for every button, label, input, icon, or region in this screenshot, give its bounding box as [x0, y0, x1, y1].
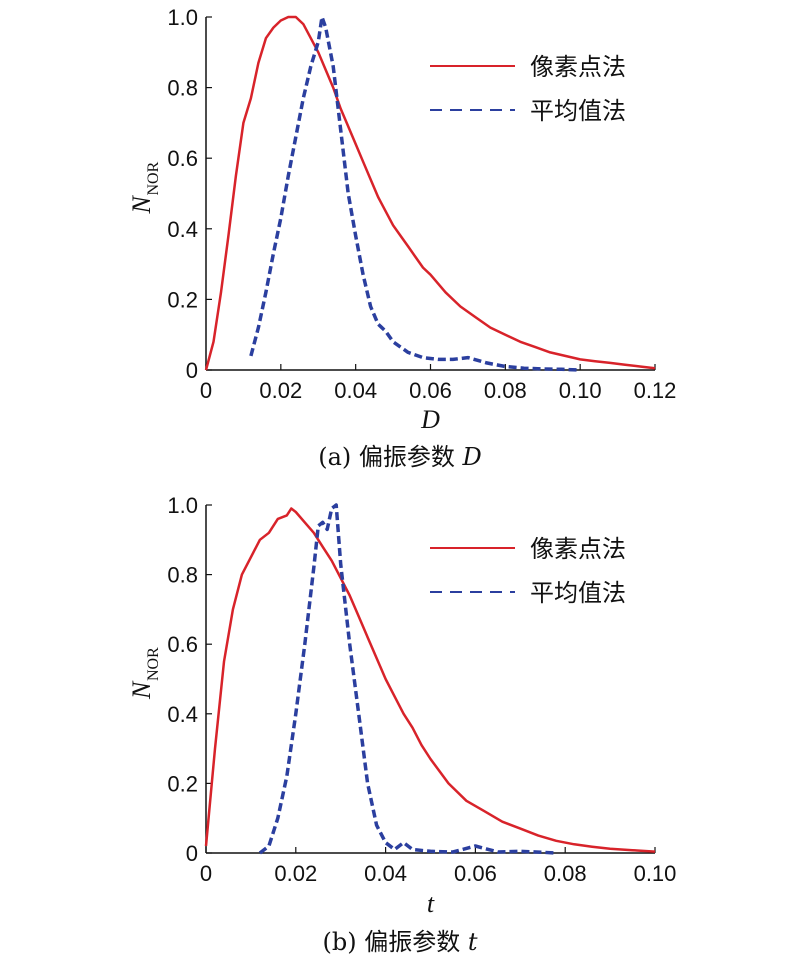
y-tick-label: 1.0 [167, 493, 198, 518]
y-axis-label-sub: NOR [145, 647, 162, 681]
series-line-pixel [204, 507, 656, 853]
series-line-mean [249, 15, 581, 372]
legend-label-pixel: 像素点法 [530, 535, 626, 563]
y-axis-label-main: N [127, 195, 156, 215]
x-tick-label: 0.10 [634, 861, 677, 886]
y-tick-label: 0.2 [167, 771, 198, 796]
y-tick-label: 0 [186, 358, 198, 383]
y-tick-label: 1.0 [167, 5, 198, 30]
x-tick-label: 0.06 [454, 861, 497, 886]
x-tick-label: 0.12 [634, 378, 677, 403]
chart-a: 0 0.02 0.04 0.06 0.08 0.10 0.12 0 0.2 0.4 0.6 0.8 1.… [127, 5, 677, 471]
y-tick-label: 0.6 [167, 632, 198, 657]
x-tick-label: 0.02 [274, 861, 317, 886]
x-axis-label: t [427, 889, 435, 918]
y-axis-label-main: N [127, 680, 156, 700]
x-tick-label: 0.04 [334, 378, 377, 403]
x-tick-label: 0.08 [544, 861, 587, 886]
x-tick-label: 0.02 [259, 378, 302, 403]
x-tick-label: 0.10 [559, 378, 602, 403]
caption-variable: D [462, 443, 482, 471]
caption-prefix: (b) 偏振参数 [322, 928, 467, 956]
y-tick-label: 0.6 [167, 146, 198, 171]
y-tick-label: 0.4 [167, 217, 198, 242]
y-tick-label: 0.4 [167, 702, 198, 727]
legend-label-mean: 平均值法 [530, 97, 626, 125]
x-tick-label: 0.08 [484, 378, 527, 403]
chart-caption: (a) 偏振参数 D [318, 443, 482, 471]
x-tick-label: 0 [200, 378, 212, 403]
series-line-mean [258, 503, 557, 855]
series-line-pixel [204, 15, 656, 371]
x-axis-label: D [420, 405, 440, 434]
y-axis-label-sub: NOR [145, 161, 162, 195]
y-tick-label: 0 [186, 841, 198, 866]
legend-label-mean: 平均值法 [530, 579, 626, 607]
x-tick-label: 0.04 [364, 861, 407, 886]
chart-caption: (b) 偏振参数 t [322, 928, 477, 956]
legend-label-pixel: 像素点法 [530, 53, 626, 81]
chart-b: 0 0.02 0.04 0.06 0.08 0.10 0 0.2 0.4 0.6 0.8 1.0 t NN… [127, 493, 677, 956]
caption-prefix: (a) 偏振参数 [318, 443, 462, 471]
y-tick-label: 0.2 [167, 287, 198, 312]
x-tick-label: 0.06 [409, 378, 452, 403]
caption-variable: t [468, 928, 478, 956]
x-tick-label: 0 [200, 861, 212, 886]
y-tick-label: 0.8 [167, 563, 198, 588]
y-tick-label: 0.8 [167, 76, 198, 101]
